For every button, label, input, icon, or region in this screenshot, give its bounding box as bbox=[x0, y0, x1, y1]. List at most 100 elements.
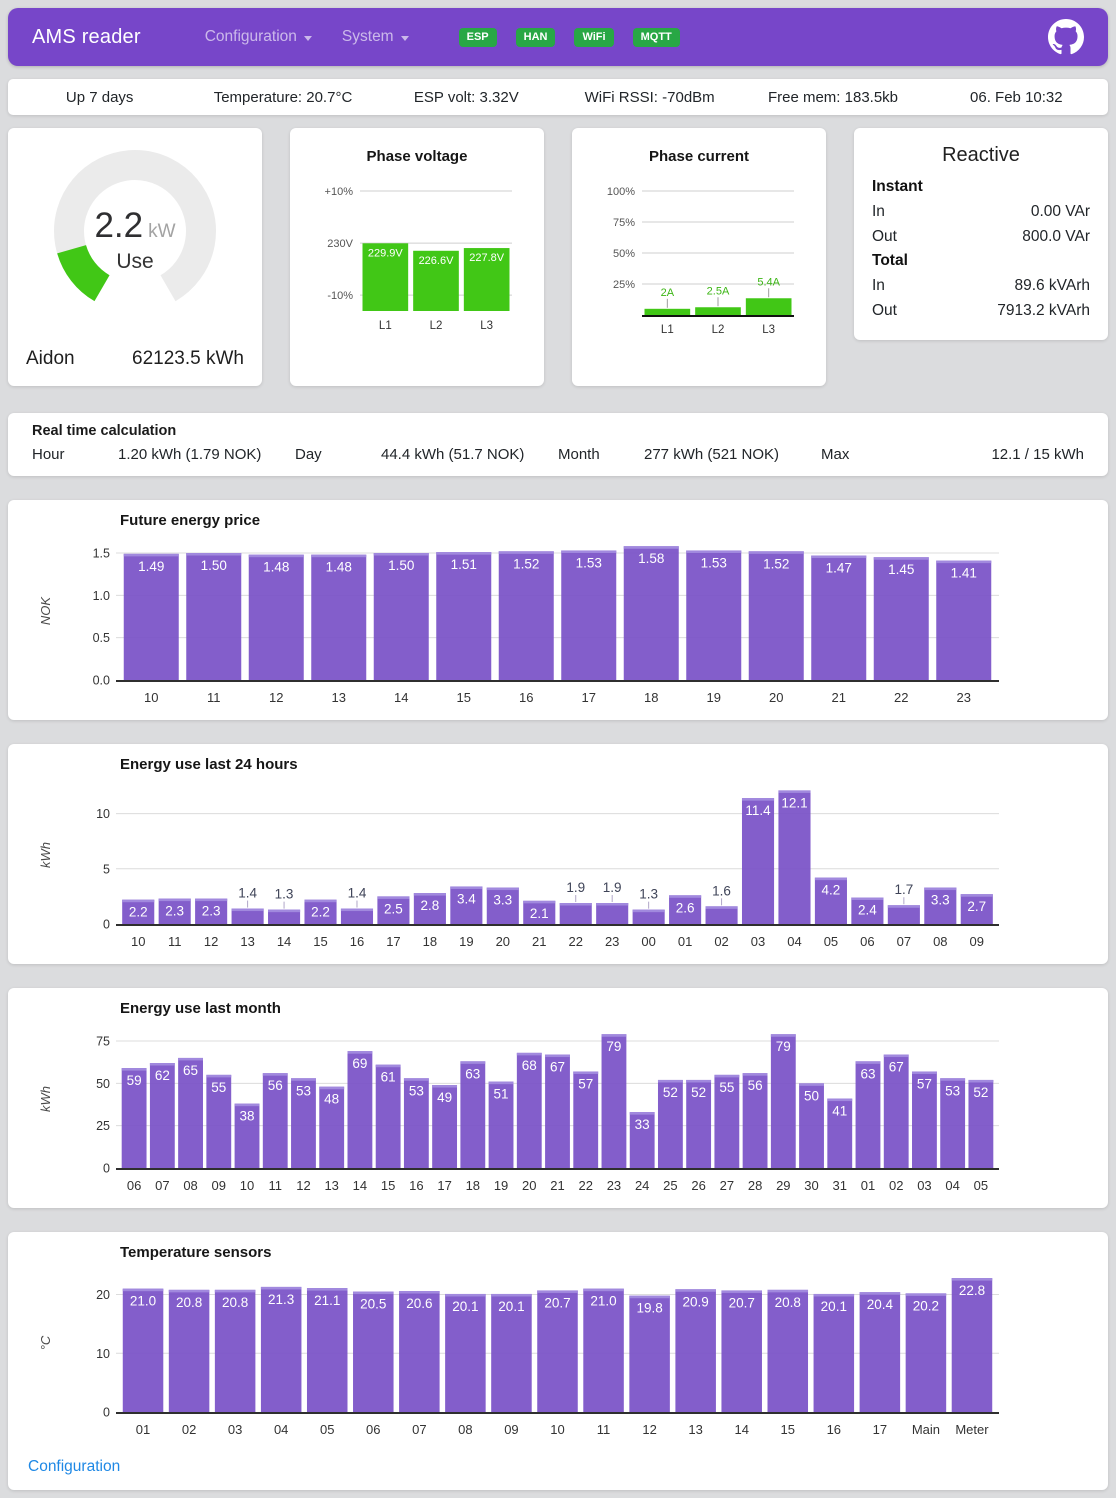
bar-cap bbox=[811, 555, 867, 559]
bar-value-label: 53 bbox=[296, 1083, 311, 1098]
bar-value-label: 2.6 bbox=[676, 900, 695, 915]
bar-value-label: 1.53 bbox=[576, 555, 602, 570]
bar-value-label: 20.1 bbox=[498, 1299, 524, 1314]
bar-cap bbox=[304, 899, 337, 903]
bar bbox=[149, 1063, 175, 1168]
x-tick-label: 23 bbox=[605, 934, 619, 949]
x-tick-label: 25 bbox=[663, 1178, 677, 1193]
realtime-day: Day 44.4 kWh (51.7 NOK) bbox=[295, 446, 558, 463]
phase-current-chart: 100% 75% 50% 25% 2A L1 2.5A L2 5.4A L3 bbox=[607, 186, 794, 336]
x-tick-label: 12 bbox=[204, 934, 218, 949]
bar bbox=[936, 560, 992, 680]
x-tick-label: 22 bbox=[568, 934, 582, 949]
bar bbox=[675, 1289, 716, 1412]
x-tick-label: 17 bbox=[873, 1422, 887, 1437]
status-badge-wifi: WiFi bbox=[574, 27, 614, 47]
bar-cap bbox=[770, 1034, 796, 1037]
bar bbox=[940, 1078, 966, 1168]
row-value: 0.00 VAr bbox=[1030, 202, 1090, 220]
bar bbox=[629, 1295, 670, 1412]
bar-value-label: 20.7 bbox=[729, 1295, 755, 1310]
bar-value-label: 12.1 bbox=[781, 795, 807, 810]
bar-cap bbox=[537, 1290, 578, 1293]
chevron-down-icon bbox=[400, 35, 409, 41]
x-tick-label: 27 bbox=[720, 1178, 734, 1193]
x-tick-label: L1 bbox=[379, 320, 392, 332]
nav-system-dropdown[interactable]: System bbox=[342, 28, 409, 46]
x-tick-label: 13 bbox=[332, 690, 346, 705]
github-link[interactable] bbox=[1048, 19, 1084, 55]
bar-cap bbox=[399, 1291, 440, 1294]
y-tick-label: 50% bbox=[613, 248, 635, 260]
app-title: AMS reader bbox=[32, 25, 141, 48]
bar-cap bbox=[686, 1079, 712, 1083]
bar-cap bbox=[306, 1288, 348, 1291]
phase-voltage-title: Phase voltage bbox=[366, 148, 468, 165]
nav-configuration-dropdown[interactable]: Configuration bbox=[205, 28, 312, 46]
x-tick-label: 12 bbox=[269, 690, 283, 705]
bar-cap bbox=[122, 899, 155, 903]
bar bbox=[742, 1073, 768, 1168]
bar bbox=[178, 1057, 203, 1168]
bar bbox=[523, 900, 556, 924]
github-icon bbox=[1048, 19, 1084, 55]
chart-title: Energy use last month bbox=[120, 1000, 281, 1017]
phase-current-card: Phase current 100% 75% 50% 25% 2A L1 2.5A L2 5.4… bbox=[572, 128, 826, 386]
y-axis-label: NOK bbox=[38, 596, 53, 626]
y-tick-label: 1.0 bbox=[93, 589, 110, 603]
y-tick-label: 25 bbox=[96, 1119, 110, 1133]
x-tick-label: 22 bbox=[578, 1178, 592, 1193]
bar-value-label: 41 bbox=[832, 1104, 847, 1119]
bar-value-label: 1.50 bbox=[388, 558, 414, 573]
y-tick-label: 0 bbox=[103, 918, 110, 932]
chart-title: Energy use last 24 hours bbox=[120, 756, 298, 773]
bar bbox=[445, 1293, 486, 1412]
bar-value-label: 1.4 bbox=[348, 886, 367, 901]
bar-cap bbox=[206, 1074, 232, 1078]
bar bbox=[491, 1293, 532, 1412]
bar-value-label: 21.1 bbox=[314, 1293, 340, 1308]
x-tick-label: 02 bbox=[182, 1422, 196, 1437]
temperature-sensors-chart: 0 10 20 21.0 01 20.8 02 20.8 03 21.3 04 21.1 05 20.5 0… bbox=[38, 1278, 999, 1437]
bar-cap bbox=[859, 1292, 901, 1295]
bar-cap bbox=[748, 551, 804, 554]
bar-cap bbox=[122, 1288, 164, 1292]
x-tick-label: 01 bbox=[678, 934, 692, 949]
bar-value-label: 2.3 bbox=[202, 904, 221, 919]
top-cards-row: 2.2 kW Use Aidon 62123.5 kWh Phase voltag… bbox=[8, 128, 1108, 386]
x-tick-label: 20 bbox=[496, 934, 510, 949]
bar bbox=[486, 887, 519, 924]
bar-value-label: 2.5A bbox=[707, 285, 730, 297]
row-value: 800.0 VAr bbox=[1022, 227, 1090, 245]
bar-value-label: 1.52 bbox=[763, 556, 789, 571]
bar bbox=[260, 1286, 302, 1412]
bar-cap bbox=[319, 1086, 345, 1090]
bar-cap bbox=[799, 1083, 824, 1086]
bar bbox=[695, 307, 741, 315]
x-tick-label: 15 bbox=[781, 1422, 795, 1437]
x-tick-label: 08 bbox=[183, 1178, 197, 1193]
x-tick-label: 04 bbox=[274, 1422, 288, 1437]
x-tick-label: 21 bbox=[532, 934, 546, 949]
y-tick-label: 5 bbox=[103, 862, 110, 876]
bar-cap bbox=[813, 1293, 855, 1297]
bar bbox=[960, 894, 993, 924]
row-label: Out bbox=[872, 227, 897, 245]
x-tick-label: L1 bbox=[661, 324, 674, 336]
configuration-link[interactable]: Configuration bbox=[28, 1458, 121, 1475]
x-tick-label: L2 bbox=[712, 324, 725, 336]
bar bbox=[537, 1290, 578, 1412]
bar bbox=[362, 243, 409, 311]
bar bbox=[340, 908, 374, 924]
bar-cap bbox=[629, 1295, 670, 1299]
reactive-total-in-row: In 89.6 kVArh bbox=[872, 274, 1090, 299]
y-tick-label: 1.5 bbox=[93, 547, 110, 561]
bar bbox=[951, 1278, 993, 1412]
bar-cap bbox=[814, 877, 847, 881]
energy-24h-chart: 05102.2102.3112.3121.4131.3142.2151.4162… bbox=[38, 790, 999, 949]
bar-value-label: 2.4 bbox=[858, 903, 877, 918]
bar-value-label: 62 bbox=[155, 1068, 170, 1083]
x-tick-label: 14 bbox=[353, 1178, 367, 1193]
row-value: 7913.2 kVArh bbox=[997, 301, 1090, 319]
realtime-hour: Hour 1.20 kWh (1.79 NOK) bbox=[32, 446, 295, 463]
